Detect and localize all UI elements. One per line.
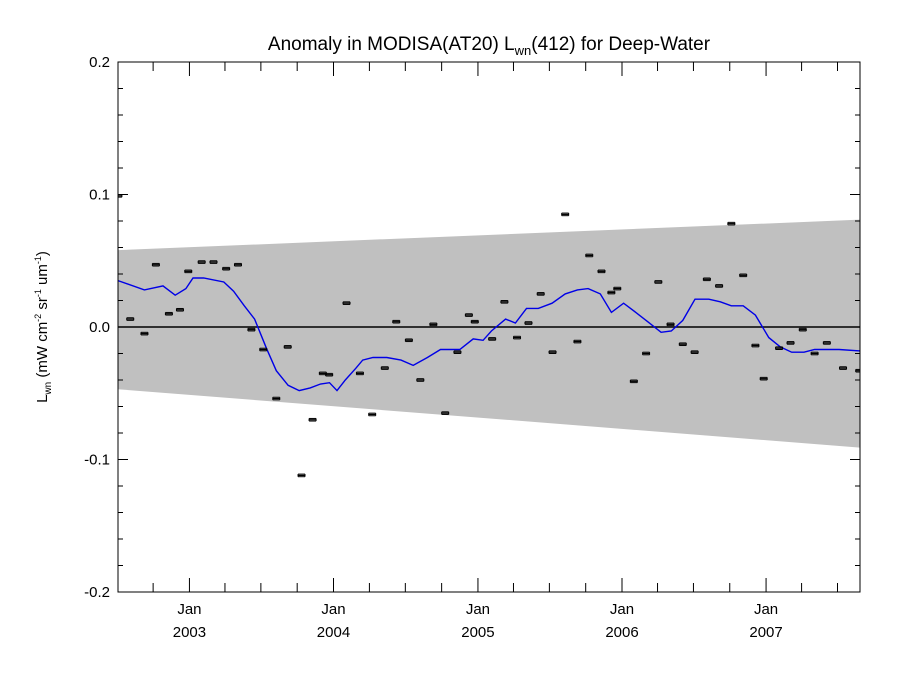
chart-title: Anomaly in MODISA(AT20) Lwn(412) for Dee… <box>268 34 711 58</box>
y-label-superscript-2: -1 <box>33 289 43 297</box>
data-point <box>197 260 206 264</box>
data-point <box>175 307 184 312</box>
data-point <box>500 300 509 304</box>
y-label-base-subscript: wn <box>43 382 54 396</box>
x-tick-label-month: Jan <box>754 601 778 618</box>
data-point <box>488 337 497 341</box>
data-point <box>775 346 784 350</box>
data-point <box>297 473 306 478</box>
data-point <box>642 351 651 356</box>
x-tick-label-month: Jan <box>610 601 634 618</box>
x-tick-labels: Jan 2003 Jan 2004 Jan 2005 Jan 2006 Jan 2007 <box>173 601 783 641</box>
data-point <box>613 286 622 291</box>
data-point <box>355 371 364 376</box>
data-point <box>272 396 281 401</box>
data-point <box>822 341 831 345</box>
y-tick-label: 0.2 <box>89 54 110 71</box>
x-tick-label-month: Jan <box>177 601 201 618</box>
trend-line-layer <box>117 277 861 392</box>
data-point <box>380 366 389 370</box>
y-axis-label: Lwn (mW cm-2 sr-1 um-1) <box>33 251 54 403</box>
data-point <box>247 327 256 332</box>
y-label-superscript-3: -1 <box>33 256 43 264</box>
y-tick-label: -0.1 <box>84 452 110 469</box>
data-point <box>629 379 638 384</box>
data-point <box>839 366 848 370</box>
data-point <box>308 417 317 422</box>
data-points-layer <box>117 194 861 478</box>
data-point <box>607 290 616 295</box>
data-point <box>140 331 149 336</box>
data-point <box>597 269 606 274</box>
trend-line <box>117 277 861 392</box>
y-label-units-open: (mW cm <box>34 322 51 382</box>
y-label-units-mid-1: sr <box>34 297 51 314</box>
y-label-units-mid-2: um <box>34 264 51 289</box>
data-point <box>585 253 594 258</box>
data-point <box>151 262 160 267</box>
data-point <box>392 319 401 324</box>
data-point <box>513 335 522 340</box>
data-point <box>654 280 663 284</box>
x-tick-label-year: 2006 <box>605 624 638 641</box>
data-point <box>561 212 570 217</box>
y-tick-label: 0.1 <box>89 187 110 204</box>
data-point <box>464 313 473 317</box>
data-point <box>233 262 242 267</box>
x-tick-label-year: 2007 <box>749 624 782 641</box>
x-tick-label-year: 2003 <box>173 624 206 641</box>
chart-title-subscript: wn <box>514 43 532 58</box>
x-tick-label-year: 2005 <box>461 624 494 641</box>
data-point <box>548 350 557 354</box>
axes-layer <box>117 61 861 593</box>
y-tick-label: 0.0 <box>89 319 110 336</box>
chart-title-suffix: (412) for Deep-Water <box>531 34 710 55</box>
data-point <box>470 319 479 324</box>
data-point <box>416 378 425 382</box>
data-point <box>798 327 807 332</box>
x-tick-label-month: Jan <box>321 601 345 618</box>
data-point <box>739 273 748 278</box>
data-point <box>184 269 193 274</box>
data-point <box>759 376 768 381</box>
y-label-units-close: ) <box>34 251 51 256</box>
data-point <box>453 350 462 354</box>
data-point <box>342 301 351 305</box>
data-point <box>524 321 533 325</box>
data-point <box>536 292 545 296</box>
data-point <box>751 343 760 348</box>
data-point <box>126 317 135 321</box>
data-point <box>573 339 582 344</box>
data-point <box>690 350 699 354</box>
y-tick-labels: -0.2 -0.1 0.0 0.1 0.2 <box>84 54 110 601</box>
x-tick-label-year: 2004 <box>317 624 350 641</box>
data-point <box>666 322 675 327</box>
data-point <box>429 322 438 327</box>
data-point <box>855 368 861 373</box>
data-point <box>209 260 218 264</box>
data-point <box>810 351 819 356</box>
data-point <box>441 411 450 415</box>
y-label-base: L <box>34 395 51 403</box>
data-point <box>786 341 795 345</box>
x-tick-label-month: Jan <box>466 601 490 618</box>
data-point <box>702 277 711 282</box>
data-point <box>325 372 334 377</box>
data-point <box>368 412 377 417</box>
data-point <box>222 266 231 271</box>
chart-title-prefix: Anomaly in MODISA(AT20) L <box>268 34 515 55</box>
data-point <box>678 342 687 347</box>
data-point <box>164 311 173 316</box>
data-point <box>727 221 736 226</box>
data-point <box>715 284 724 288</box>
data-point <box>259 347 268 352</box>
y-tick-label: -0.2 <box>84 584 110 601</box>
data-point <box>404 338 413 343</box>
y-label-superscript-1: -2 <box>33 314 43 322</box>
data-point <box>283 345 292 349</box>
